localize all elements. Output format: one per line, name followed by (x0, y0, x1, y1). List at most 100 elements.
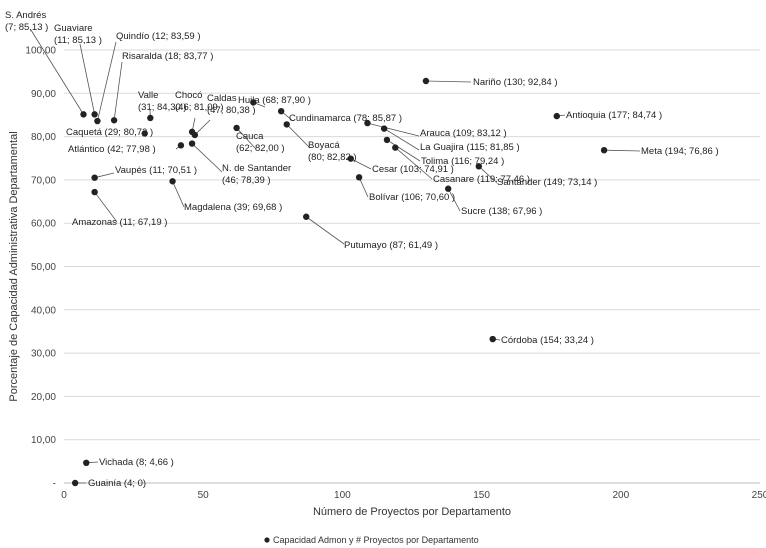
x-tick-label: 50 (198, 490, 210, 501)
data-point (80, 111, 87, 118)
data-label: Casanare (119; 77,46 ) (433, 174, 530, 185)
data-label: Caldas (47; 80,38 ) (207, 93, 256, 116)
data-label: Chocó (46; 81,09 ) (175, 90, 224, 113)
leader-line (194, 119, 211, 136)
data-label: Caquetá (29; 80,72 ) (66, 127, 153, 138)
leader-line (383, 128, 420, 151)
axes: - 10,00 20,00 30,00 40,00 50,00 60,00 70,00 80,0… (25, 46, 766, 502)
data-label: Quindío (12; 83,59 ) (116, 31, 201, 42)
data-label: Magdalena (39; 69,68 ) (184, 202, 282, 213)
data-point (110, 117, 118, 124)
y-tick-label: 10,00 (31, 435, 56, 446)
data-label: Tolima (116; 79,24 ) (421, 156, 504, 167)
data-points (71, 77, 608, 487)
data-label: Huila (68; 87,90 ) (238, 95, 311, 106)
data-label: Nariño (130; 92,84 ) (473, 77, 558, 88)
leader-line (172, 181, 185, 208)
y-tick-label: 20,00 (31, 392, 56, 403)
y-tick-label: 30,00 (31, 349, 56, 360)
data-label: Putumayo (87; 61,49 ) (344, 240, 438, 251)
data-point (489, 335, 496, 343)
y-axis-title: Porcentaje de Capacidad Administrativa D… (8, 131, 20, 401)
leader-line (97, 41, 117, 122)
data-label: Guaviare (11; 85,13 ) (54, 23, 102, 46)
data-label: La Guajira (115; 81,85 ) (420, 142, 520, 153)
data-label: Cundinamarca (78; 85,87 ) (289, 113, 402, 124)
data-label: Meta (194; 76,86 ) (641, 146, 719, 157)
legend-label: Capacidad Admon y # Proyectos por Depart… (273, 535, 479, 545)
data-label: Córdoba (154; 33,24 ) (501, 335, 594, 346)
leader-line (395, 147, 433, 180)
data-point (91, 111, 98, 118)
data-point (392, 144, 399, 151)
leader-line (79, 43, 96, 115)
data-point (169, 178, 176, 185)
data-point (250, 99, 257, 106)
x-tick-label: 0 (61, 490, 67, 501)
data-label: N. de Santander (46; 78,39 ) (222, 163, 291, 186)
data-point (141, 130, 148, 137)
x-axis-title: Número de Proyectos por Departamento (313, 506, 511, 518)
data-label: Cesar (103; 74,91 ) (372, 164, 454, 175)
leader-line (30, 29, 84, 115)
data-point (283, 121, 290, 128)
data-point (600, 146, 608, 154)
data-point (355, 174, 363, 181)
data-point (177, 142, 185, 149)
y-tick-label: 70,00 (31, 175, 56, 186)
data-label: Boyacá (80; 82,82 ) (308, 140, 357, 163)
leader-line (94, 191, 118, 223)
data-point (444, 185, 452, 192)
data-label: Santander (149; 73,14 ) (497, 177, 597, 188)
data-label: Vichada (8; 4,66 ) (99, 457, 174, 468)
x-tick-label: 250 (752, 490, 766, 501)
data-label: Arauca (109; 83,12 ) (420, 128, 507, 139)
leader-line (286, 124, 311, 149)
leader-line (604, 149, 641, 152)
y-tick-label: 50,00 (31, 262, 56, 273)
data-point (91, 188, 98, 196)
data-point (83, 459, 90, 467)
x-tick-label: 150 (473, 490, 490, 501)
leader-line (113, 61, 123, 121)
legend: Capacidad Admon y # Proyectos por Depart… (264, 535, 479, 545)
leader-line (425, 80, 472, 83)
data-label: Bolívar (106; 70,60 ) (369, 192, 455, 203)
leader-line (305, 216, 345, 245)
data-point (71, 479, 79, 487)
x-tick-label: 100 (334, 490, 351, 501)
data-point (147, 114, 154, 122)
data-point (422, 77, 430, 85)
data-point (347, 155, 354, 162)
data-label: Valle (31; 84,30 ) (138, 90, 187, 113)
data-label: Amazonas (11; 67,19 ) (72, 217, 167, 228)
data-point (380, 125, 388, 132)
y-tick-label: 40,00 (31, 305, 56, 316)
data-label: S. Andrés (7; 85,13 ) (5, 10, 48, 33)
data-point (188, 140, 196, 147)
data-label: Cauca (62; 82,00 ) (236, 131, 285, 154)
data-point (94, 117, 101, 125)
data-point (233, 124, 240, 132)
data-point (191, 131, 199, 139)
leader-line (358, 177, 369, 198)
y-tick-label: 90,00 (31, 89, 56, 100)
data-labels: S. Andrés (7; 85,13 ) Guaviare (11; 85,13 )… (5, 10, 719, 489)
data-point (383, 136, 391, 144)
data-point (277, 107, 285, 115)
y-tick-label: - (53, 479, 56, 490)
leader-line (350, 158, 372, 170)
data-label: Vaupés (11; 70,51 ) (115, 165, 197, 176)
y-tick-label: 100,00 (25, 46, 56, 57)
data-label: Guainía (4; 0) (88, 478, 146, 489)
leader-line (447, 188, 461, 212)
data-label: Atlántico (42; 77,98 ) (68, 144, 156, 155)
data-point (364, 119, 371, 127)
leader-line (386, 139, 421, 162)
data-label: Risaralda (18; 83,77 ) (122, 51, 213, 62)
data-point (475, 163, 483, 170)
y-tick-label: 80,00 (31, 132, 56, 143)
legend-marker-icon (264, 537, 270, 543)
